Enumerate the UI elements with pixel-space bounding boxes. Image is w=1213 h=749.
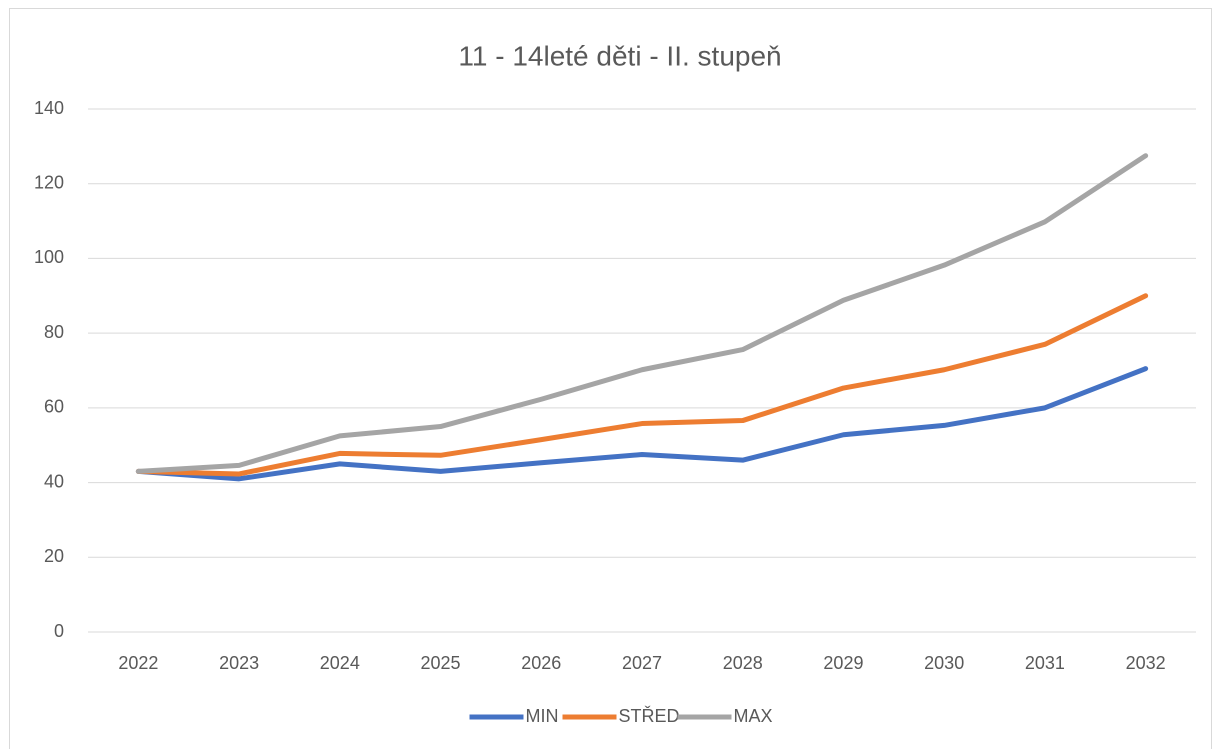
y-tick-label: 80	[44, 322, 64, 342]
y-tick-label: 0	[54, 621, 64, 641]
x-tick-label: 2025	[421, 653, 461, 673]
y-tick-label: 60	[44, 397, 64, 417]
y-tick-label: 140	[34, 98, 64, 118]
x-tick-label: 2022	[118, 653, 158, 673]
line-series	[135, 153, 1149, 474]
x-tick-label: 2023	[219, 653, 259, 673]
x-tick-label: 2032	[1126, 653, 1166, 673]
x-tick-label: 2026	[521, 653, 561, 673]
line-series	[135, 366, 1149, 482]
y-tick-label: 20	[44, 546, 64, 566]
chart-title: 11 - 14leté děti - II. stupeň	[458, 40, 781, 71]
x-tick-label: 2028	[723, 653, 763, 673]
y-tick-label: 40	[44, 471, 64, 491]
legend-label: STŘED	[619, 706, 680, 726]
y-tick-label: 120	[34, 172, 64, 192]
legend-label: MIN	[526, 706, 559, 726]
legend-label: MAX	[734, 706, 773, 726]
x-tick-label: 2030	[924, 653, 964, 673]
y-tick-label: 100	[34, 247, 64, 267]
x-tick-label: 2027	[622, 653, 662, 673]
x-tick-label: 2029	[823, 653, 863, 673]
line-series	[135, 293, 1149, 477]
x-tick-label: 2031	[1025, 653, 1065, 673]
x-tick-label: 2024	[320, 653, 360, 673]
